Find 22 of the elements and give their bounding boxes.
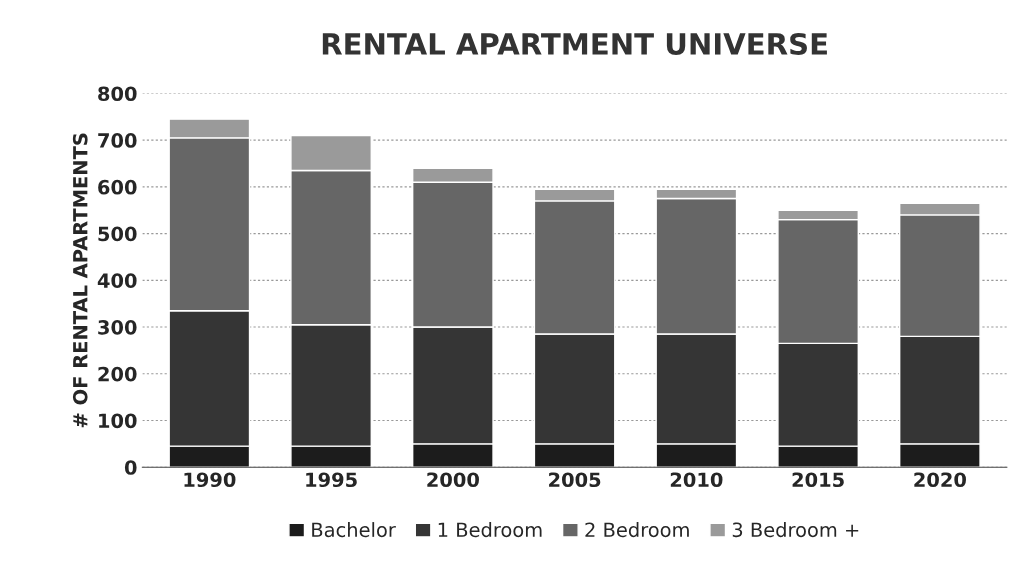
y-tick-label: 300 [98, 320, 137, 335]
x-tick-label: 2005 [549, 472, 601, 488]
y-tick-label: 700 [98, 133, 137, 148]
y-tick-label: 200 [98, 366, 137, 382]
y-tick-label: 800 [98, 86, 137, 102]
chart-title: RENTAL APARTMENT UNIVERSE [322, 32, 827, 55]
x-tick-label: 1990 [184, 472, 236, 488]
y-tick-label: 100 [99, 413, 137, 429]
x-tick-label: 1995 [306, 472, 357, 488]
legend-label: 3 Bedroom + [732, 522, 859, 538]
y-tick-label: 0 [124, 460, 137, 475]
x-tick-label: 2000 [427, 472, 479, 488]
x-tick-label: 2010 [670, 472, 723, 488]
legend-label: Bachelor [312, 522, 396, 538]
legend-label: 1 Bedroom [438, 522, 542, 538]
x-tick-label: 2015 [792, 472, 844, 488]
y-tick-label: 600 [98, 179, 137, 195]
legend-label: 2 Bedroom [585, 522, 689, 538]
y-tick-label: 400 [97, 273, 137, 288]
y-axis-title: # OF RENTAL APARTMENTS [72, 133, 88, 428]
y-tick-label: 500 [98, 226, 137, 242]
x-tick-label: 2020 [914, 472, 966, 488]
